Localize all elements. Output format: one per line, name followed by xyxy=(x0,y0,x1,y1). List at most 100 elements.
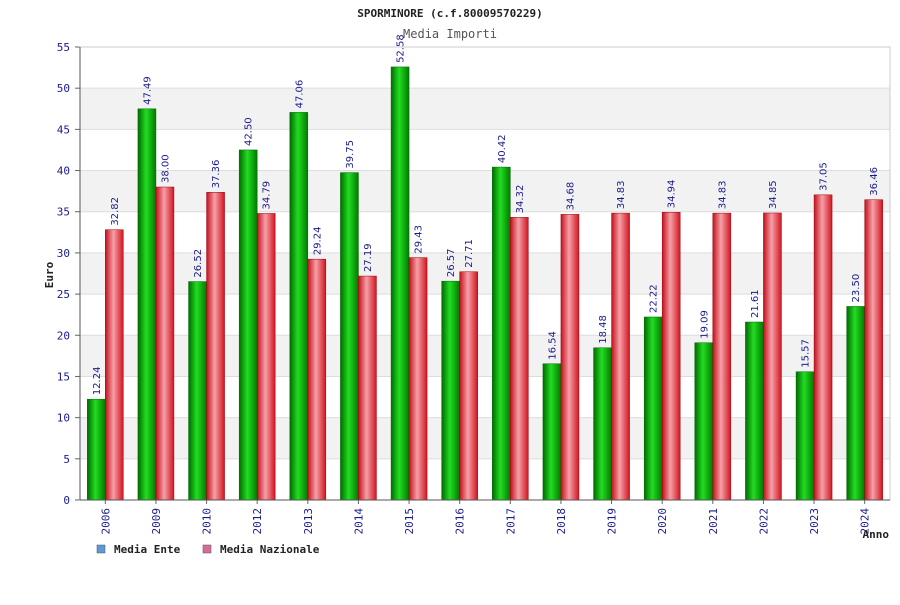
bar-media-ente xyxy=(694,342,714,501)
data-label: 36.46 xyxy=(869,167,880,196)
bar-media-ente xyxy=(340,172,359,501)
bar-media-nazionale xyxy=(661,211,681,501)
data-label: 34.83 xyxy=(616,180,627,209)
x-tick-label: 2014 xyxy=(352,508,365,535)
y-tick-label: 30 xyxy=(57,247,70,260)
x-tick-label: 2020 xyxy=(656,508,669,535)
y-tick-label: 50 xyxy=(57,82,70,95)
grid-band xyxy=(80,129,890,171)
y-tick-label: 5 xyxy=(63,453,70,466)
data-label: 39.75 xyxy=(345,140,356,169)
data-label: 37.36 xyxy=(211,160,222,189)
data-label: 27.71 xyxy=(464,239,475,268)
y-tick-label: 40 xyxy=(57,165,70,178)
data-label: 32.82 xyxy=(110,197,121,226)
chart-subtitle: Media Importi xyxy=(403,27,497,41)
bar-media-nazionale xyxy=(155,186,175,501)
bar-media-nazionale xyxy=(307,258,327,501)
data-label: 37.05 xyxy=(819,162,830,191)
grid-band xyxy=(80,88,890,130)
data-label: 23.50 xyxy=(851,274,862,303)
bar-media-nazionale xyxy=(206,192,225,501)
data-label: 26.57 xyxy=(446,249,457,278)
x-tick-label: 2022 xyxy=(757,508,770,535)
legend-swatch-media-ente xyxy=(96,544,106,554)
bar-media-ente xyxy=(441,280,460,501)
data-label: 29.24 xyxy=(312,227,323,256)
x-tick-label: 2018 xyxy=(555,508,568,535)
x-axis-label: Anno xyxy=(863,528,890,541)
y-tick-label: 20 xyxy=(57,329,70,342)
bar-media-ente xyxy=(795,371,815,501)
legend-label-media-ente: Media Ente xyxy=(114,543,181,556)
bar-media-nazionale xyxy=(105,229,124,501)
data-label: 22.22 xyxy=(649,284,660,313)
y-tick-label: 35 xyxy=(57,206,70,219)
y-tick-label: 25 xyxy=(57,288,70,301)
plot-area: 0 5 10 15 20 25 30 35 40 45 50 55 12.24 32.82 2006 47.4… xyxy=(57,34,891,535)
bar-media-nazionale xyxy=(459,271,478,501)
bar-media-nazionale xyxy=(813,194,833,501)
bar-media-nazionale xyxy=(408,257,428,501)
legend: Media Ente Media Nazionale xyxy=(96,543,320,556)
data-label: 21.61 xyxy=(750,289,761,318)
x-tick-label: 2012 xyxy=(251,508,264,535)
bar-media-ente xyxy=(643,316,663,501)
data-label: 18.48 xyxy=(598,315,609,344)
data-label: 34.94 xyxy=(667,180,678,209)
bar-media-ente xyxy=(188,281,207,501)
x-tick-label: 2009 xyxy=(150,508,163,535)
data-label: 52.58 xyxy=(396,34,407,63)
bar-media-ente xyxy=(137,108,157,501)
chart-title: SPORMINORE (c.f.80009570229) xyxy=(357,7,542,20)
data-label: 19.09 xyxy=(699,310,710,339)
legend-swatch-media-nazionale xyxy=(202,544,212,554)
data-label: 29.43 xyxy=(414,225,425,254)
x-tick-label: 2023 xyxy=(808,508,821,535)
bar-media-nazionale xyxy=(560,214,580,501)
bar-media-nazionale xyxy=(358,275,377,501)
y-tick-label: 45 xyxy=(57,123,70,136)
data-label: 34.83 xyxy=(717,180,728,209)
bar-media-ente xyxy=(492,166,511,501)
x-tick-label: 2017 xyxy=(504,508,517,535)
y-tick-label: 15 xyxy=(57,370,70,383)
data-label: 26.52 xyxy=(193,249,204,278)
x-tick-label: 2019 xyxy=(606,508,619,535)
data-label: 12.24 xyxy=(92,367,103,396)
bar-media-ente xyxy=(846,306,865,501)
data-label: 16.54 xyxy=(547,331,558,360)
bar-media-ente xyxy=(289,112,309,501)
data-label: 15.57 xyxy=(801,339,812,368)
y-tick-label: 10 xyxy=(57,412,70,425)
data-label: 47.49 xyxy=(142,76,153,105)
data-label: 38.00 xyxy=(160,154,171,183)
bar-media-ente xyxy=(87,398,106,501)
y-axis-label: Euro xyxy=(43,261,56,288)
data-label: 42.50 xyxy=(244,117,255,146)
bar-media-nazionale xyxy=(712,212,732,501)
legend-label-media-nazionale: Media Nazionale xyxy=(220,543,320,556)
bar-media-ente xyxy=(745,321,764,501)
data-label: 27.19 xyxy=(363,243,374,272)
data-label: 34.68 xyxy=(565,182,576,211)
y-tick-label: 0 xyxy=(63,494,70,507)
data-label: 34.85 xyxy=(768,180,779,209)
bar-media-nazionale xyxy=(763,212,782,501)
bar-media-nazionale xyxy=(510,217,529,501)
data-label: 34.32 xyxy=(515,185,526,214)
bar-media-ente xyxy=(238,149,258,501)
x-tick-label: 2013 xyxy=(302,508,315,535)
data-label: 40.42 xyxy=(497,134,508,163)
bar-media-nazionale xyxy=(256,213,276,501)
data-label: 47.06 xyxy=(294,80,305,109)
grid-band xyxy=(80,47,890,89)
x-tick-label: 2006 xyxy=(99,508,112,535)
bar-media-nazionale xyxy=(611,212,630,501)
x-tick-label: 2021 xyxy=(707,508,720,535)
x-tick-label: 2015 xyxy=(403,508,416,535)
bar-media-ente xyxy=(593,347,612,501)
x-tick-label: 2024 xyxy=(859,508,872,535)
